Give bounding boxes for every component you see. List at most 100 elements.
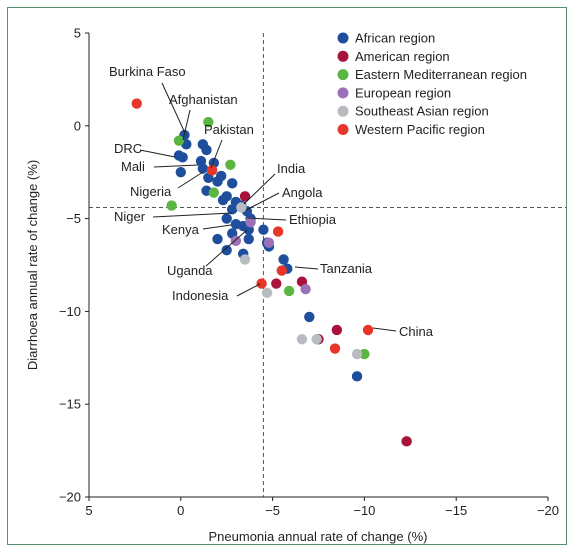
legend-label: American region [355,49,450,64]
y-tick-label: 0 [74,118,81,133]
axes: 5 0 −5 −10 −15 −20 5 0 −5 −10 −15 −20 [59,26,559,519]
annotation-label: Mali [121,159,145,174]
point-american-region [271,278,282,289]
annotation-label: India [277,161,306,176]
point-african-region [221,213,232,224]
x-axis-title: Pneumonia annual rate of change (%) [209,529,428,544]
annotation-leader-line [205,229,248,267]
annotation-leader-line [210,139,223,169]
point-african-region [243,233,254,245]
point-southeast-asian-region [296,334,308,345]
point-african-region [221,244,232,256]
point-western-pacific-region [276,265,287,276]
legend: African region American region Eastern Med… [337,31,527,137]
point-european-region [263,237,275,248]
point-southeast-asian-region [236,202,247,213]
point-african-region [177,152,188,163]
outer-border [7,7,567,545]
legend-label: Eastern Mediterranean region [355,67,527,82]
point-southeast-asian-region [351,348,363,360]
x-tick-label: −20 [537,503,559,518]
data-points [131,98,412,447]
annotation-leader-line [177,171,204,189]
legend-marker [337,69,349,81]
point-american-region [239,191,251,202]
annotation-label: DRC [114,141,142,156]
point-eastern-mediterranean-region [225,159,236,170]
annotation-leader-line [294,266,319,270]
annotation-label: Kenya [162,222,200,237]
point-eastern-mediterranean-region [283,285,295,297]
annotation-label: Indonesia [172,288,229,303]
annotation-leader-line [245,192,280,211]
legend-label: African region [355,31,435,46]
annotation-label: Afghanistan [169,92,238,107]
point-american-region [331,324,343,336]
point-eastern-mediterranean-region [166,200,177,211]
annotation-leader-line [161,82,186,134]
annotation-label: Uganda [167,263,213,278]
point-african-region [212,176,223,187]
point-african-region [212,233,223,245]
point-african-region [175,167,186,178]
point-western-pacific-region [131,98,142,109]
x-tick-label: −15 [445,503,467,518]
point-african-region [217,194,229,206]
y-tick-label: 5 [74,26,81,41]
annotation-label: Ethiopia [289,212,337,227]
point-western-pacific-region [272,226,284,237]
y-tick-label: −20 [59,490,81,505]
point-european-region [300,283,311,295]
point-western-pacific-region [256,278,267,289]
point-eastern-mediterranean-region [208,187,220,198]
legend-marker [337,124,349,135]
y-tick-label: −15 [59,397,81,412]
y-tick-label: −5 [66,211,81,226]
annotation-leader-line [247,217,287,221]
point-western-pacific-region [206,165,218,176]
legend-label: Southeast Asian region [355,104,489,119]
annotation-leader-line [236,283,261,297]
legend-marker [337,105,349,117]
point-african-region [258,224,269,235]
annotations: Burkina Faso Afghanistan Pakistan DRC Mali Ni… [109,64,434,339]
point-southeast-asian-region [239,254,251,265]
x-tick-label: 5 [85,503,92,518]
annotation-label: Pakistan [204,122,254,137]
annotation-label: Nigeria [130,184,172,199]
x-tick-label: −5 [265,503,280,518]
annotation-leader-line [202,224,232,230]
point-african-region [201,144,212,156]
point-western-pacific-region [329,343,341,354]
point-african-region [197,163,209,174]
point-african-region [227,204,238,215]
point-eastern-mediterranean-region [173,135,185,146]
point-african-region [227,178,238,189]
legend-marker [337,87,349,99]
annotation-leader-line [372,327,397,332]
point-eastern-mediterranean-region [359,348,370,360]
point-african-region [278,254,289,265]
point-african-region [304,311,315,323]
annotation-label: China [399,324,434,339]
annotation-label: Niger [114,209,146,224]
annotation-leader-line [243,173,276,205]
point-eastern-mediterranean-region [203,116,214,128]
legend-label: Western Pacific region [355,122,485,137]
annotation-label: Burkina Faso [109,64,186,79]
annotation-leader-line [139,149,176,158]
x-tick-label: −10 [353,503,375,518]
annotation-leader-line [182,109,191,141]
point-european-region [245,217,256,228]
legend-marker [337,32,349,44]
point-american-region [401,436,412,447]
point-western-pacific-region [362,324,374,336]
annotation-leader-line [153,164,199,168]
x-tick-label: 0 [177,503,184,518]
annotation-leader-line [152,212,233,218]
point-african-region [351,371,363,382]
annotation-label: Tanzania [320,261,373,276]
y-axis-title: Diarrhoea annual rate of change (%) [25,160,40,370]
